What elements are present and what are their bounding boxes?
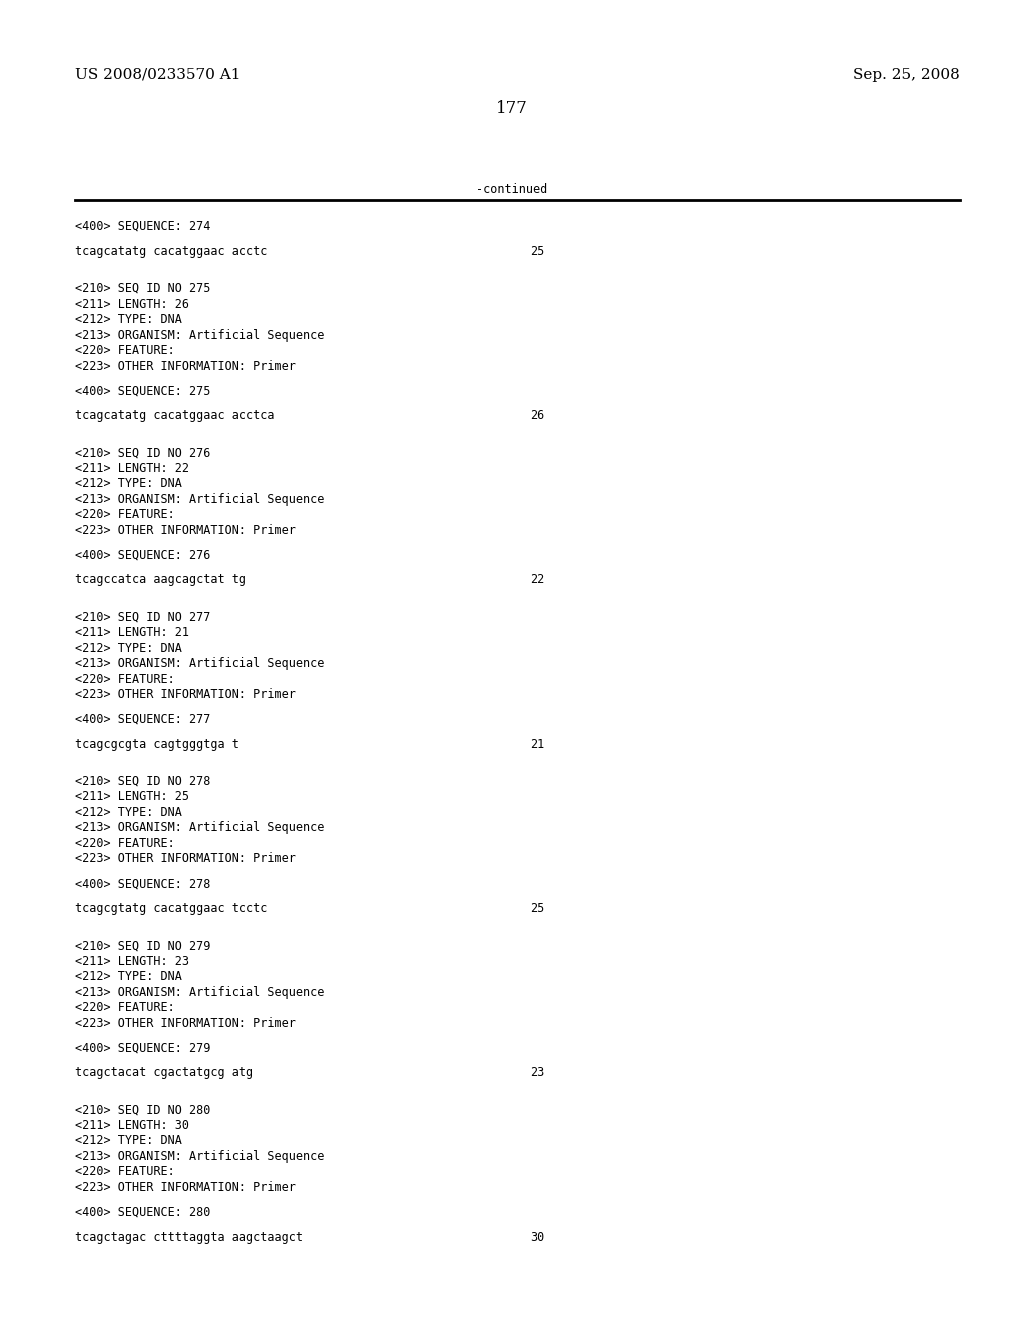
Text: <220> FEATURE:: <220> FEATURE: — [75, 345, 175, 356]
Text: <400> SEQUENCE: 278: <400> SEQUENCE: 278 — [75, 878, 210, 890]
Text: 22: 22 — [530, 573, 544, 586]
Text: <211> LENGTH: 21: <211> LENGTH: 21 — [75, 626, 189, 639]
Text: <212> TYPE: DNA: <212> TYPE: DNA — [75, 642, 182, 655]
Text: <210> SEQ ID NO 279: <210> SEQ ID NO 279 — [75, 940, 210, 952]
Text: 25: 25 — [530, 244, 544, 257]
Text: tcagcatatg cacatggaac acctca: tcagcatatg cacatggaac acctca — [75, 409, 274, 422]
Text: <212> TYPE: DNA: <212> TYPE: DNA — [75, 970, 182, 983]
Text: <210> SEQ ID NO 277: <210> SEQ ID NO 277 — [75, 611, 210, 623]
Text: <211> LENGTH: 26: <211> LENGTH: 26 — [75, 297, 189, 310]
Text: <213> ORGANISM: Artificial Sequence: <213> ORGANISM: Artificial Sequence — [75, 986, 325, 999]
Text: <400> SEQUENCE: 274: <400> SEQUENCE: 274 — [75, 220, 210, 234]
Text: 21: 21 — [530, 738, 544, 751]
Text: tcagccatca aagcagctat tg: tcagccatca aagcagctat tg — [75, 573, 246, 586]
Text: <223> OTHER INFORMATION: Primer: <223> OTHER INFORMATION: Primer — [75, 359, 296, 372]
Text: <212> TYPE: DNA: <212> TYPE: DNA — [75, 807, 182, 818]
Text: <400> SEQUENCE: 275: <400> SEQUENCE: 275 — [75, 384, 210, 397]
Text: tcagcgcgta cagtgggtga t: tcagcgcgta cagtgggtga t — [75, 738, 239, 751]
Text: <213> ORGANISM: Artificial Sequence: <213> ORGANISM: Artificial Sequence — [75, 1150, 325, 1163]
Text: -continued: -continued — [476, 183, 548, 195]
Text: tcagcatatg cacatggaac acctc: tcagcatatg cacatggaac acctc — [75, 244, 267, 257]
Text: 25: 25 — [530, 902, 544, 915]
Text: <400> SEQUENCE: 280: <400> SEQUENCE: 280 — [75, 1205, 210, 1218]
Text: <400> SEQUENCE: 276: <400> SEQUENCE: 276 — [75, 549, 210, 561]
Text: <220> FEATURE:: <220> FEATURE: — [75, 508, 175, 521]
Text: <400> SEQUENCE: 279: <400> SEQUENCE: 279 — [75, 1041, 210, 1055]
Text: <220> FEATURE:: <220> FEATURE: — [75, 837, 175, 850]
Text: <211> LENGTH: 22: <211> LENGTH: 22 — [75, 462, 189, 475]
Text: <223> OTHER INFORMATION: Primer: <223> OTHER INFORMATION: Primer — [75, 1016, 296, 1030]
Text: <211> LENGTH: 30: <211> LENGTH: 30 — [75, 1119, 189, 1133]
Text: 23: 23 — [530, 1067, 544, 1080]
Text: <211> LENGTH: 25: <211> LENGTH: 25 — [75, 791, 189, 804]
Text: <213> ORGANISM: Artificial Sequence: <213> ORGANISM: Artificial Sequence — [75, 492, 325, 506]
Text: 26: 26 — [530, 409, 544, 422]
Text: <210> SEQ ID NO 278: <210> SEQ ID NO 278 — [75, 775, 210, 788]
Text: US 2008/0233570 A1: US 2008/0233570 A1 — [75, 69, 241, 82]
Text: <210> SEQ ID NO 276: <210> SEQ ID NO 276 — [75, 446, 210, 459]
Text: <213> ORGANISM: Artificial Sequence: <213> ORGANISM: Artificial Sequence — [75, 657, 325, 671]
Text: <220> FEATURE:: <220> FEATURE: — [75, 1001, 175, 1014]
Text: <210> SEQ ID NO 275: <210> SEQ ID NO 275 — [75, 282, 210, 294]
Text: <400> SEQUENCE: 277: <400> SEQUENCE: 277 — [75, 713, 210, 726]
Text: <210> SEQ ID NO 280: <210> SEQ ID NO 280 — [75, 1104, 210, 1117]
Text: 30: 30 — [530, 1230, 544, 1243]
Text: <223> OTHER INFORMATION: Primer: <223> OTHER INFORMATION: Primer — [75, 853, 296, 866]
Text: <220> FEATURE:: <220> FEATURE: — [75, 1166, 175, 1179]
Text: <211> LENGTH: 23: <211> LENGTH: 23 — [75, 954, 189, 968]
Text: <212> TYPE: DNA: <212> TYPE: DNA — [75, 1134, 182, 1147]
Text: Sep. 25, 2008: Sep. 25, 2008 — [853, 69, 961, 82]
Text: <223> OTHER INFORMATION: Primer: <223> OTHER INFORMATION: Primer — [75, 1181, 296, 1195]
Text: <223> OTHER INFORMATION: Primer: <223> OTHER INFORMATION: Primer — [75, 688, 296, 701]
Text: 177: 177 — [496, 100, 528, 117]
Text: <223> OTHER INFORMATION: Primer: <223> OTHER INFORMATION: Primer — [75, 524, 296, 537]
Text: <213> ORGANISM: Artificial Sequence: <213> ORGANISM: Artificial Sequence — [75, 821, 325, 834]
Text: <213> ORGANISM: Artificial Sequence: <213> ORGANISM: Artificial Sequence — [75, 329, 325, 342]
Text: <212> TYPE: DNA: <212> TYPE: DNA — [75, 478, 182, 490]
Text: <220> FEATURE:: <220> FEATURE: — [75, 673, 175, 685]
Text: tcagctagac cttttaggta aagctaagct: tcagctagac cttttaggta aagctaagct — [75, 1230, 303, 1243]
Text: <212> TYPE: DNA: <212> TYPE: DNA — [75, 313, 182, 326]
Text: tcagctacat cgactatgcg atg: tcagctacat cgactatgcg atg — [75, 1067, 253, 1080]
Text: tcagcgtatg cacatggaac tcctc: tcagcgtatg cacatggaac tcctc — [75, 902, 267, 915]
